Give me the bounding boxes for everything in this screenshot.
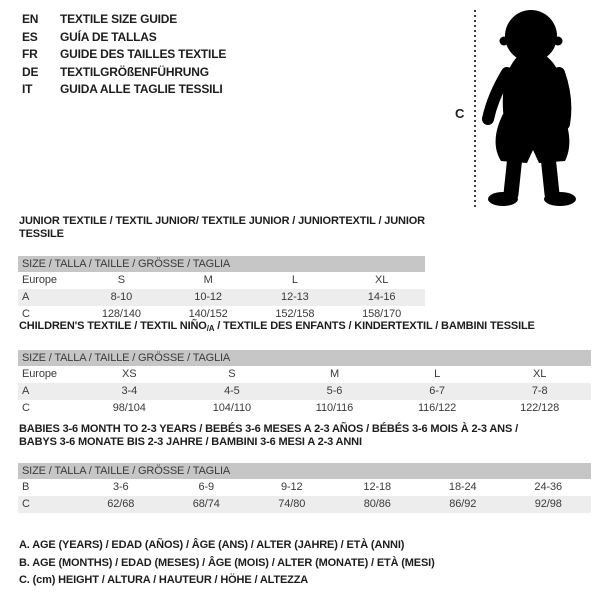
language-code: IT (22, 82, 33, 96)
row-label: C (22, 308, 30, 320)
age-cell: 8-10 (110, 291, 133, 303)
language-title: TEXTILE SIZE GUIDE (60, 12, 178, 26)
age-cell: 10-12 (194, 291, 222, 303)
legend-line-c: C. (cm) HEIGHT / ALTURA / HAUTEUR / HÖHE… (19, 574, 309, 586)
height-cell: 128/140 (101, 308, 141, 320)
size-cell: L (434, 368, 441, 380)
height-cell: 140/152 (188, 308, 228, 320)
language-code: EN (22, 12, 39, 26)
table-row-age-months: B 3-6 6-9 9-12 12-18 18-24 24-36 (18, 479, 591, 496)
height-cell: 152/158 (275, 308, 315, 320)
height-cell: 86/92 (449, 498, 477, 510)
title-line-2: BABYS 3-6 MONATE BIS 2-3 JAHRE / BAMBINI… (19, 436, 362, 448)
height-cell: 116/122 (417, 402, 457, 414)
measurement-legend: A. AGE (YEARS) / EDAD (AÑOS) / ÂGE (ANS)… (19, 537, 435, 590)
section-junior-textile: JUNIOR TEXTILE / TEXTIL JUNIOR/ TEXTILE … (18, 215, 425, 323)
title-part: CHILDREN'S TEXTILE / TEXTIL NIÑO (19, 320, 207, 332)
age-cell: 4-5 (224, 385, 240, 397)
row-label: A (22, 385, 30, 397)
row-label: C (22, 498, 30, 510)
age-cell: 12-13 (281, 291, 309, 303)
height-cell: 68/74 (192, 498, 220, 510)
row-label: B (22, 481, 30, 493)
table-row-height: C 98/104 104/110 110/116 116/122 122/128 (18, 400, 591, 417)
height-cell: 158/170 (362, 308, 402, 320)
table-row-europe: Europe S M L XL (18, 272, 425, 289)
language-title: GUÍA DE TALLAS (60, 29, 157, 44)
language-row-de: DE TEXTILGRÖßENFÜHRUNG (22, 64, 226, 82)
height-measure-dotted-line (474, 10, 476, 207)
table-row-europe: Europe XS S M L XL (18, 366, 591, 383)
height-cell: 74/80 (278, 498, 306, 510)
size-cell: XL (533, 368, 547, 380)
size-cell: S (117, 274, 125, 286)
title-subscript: /A (206, 324, 215, 333)
title-line-1: BABIES 3-6 MONTH TO 2-3 YEARS / BEBÉS 3-… (19, 423, 518, 435)
height-measure-label: C (455, 106, 465, 121)
size-cell: XS (122, 368, 137, 380)
language-title: TEXTILGRÖßENFÜHRUNG (60, 64, 209, 79)
age-cell: 9-12 (280, 481, 303, 493)
section-title: JUNIOR TEXTILE / TEXTIL JUNIOR/ TEXTILE … (19, 215, 425, 240)
age-cell: 3-4 (121, 385, 138, 397)
age-cell: 18-24 (448, 481, 477, 493)
row-label: A (22, 291, 30, 303)
language-code: DE (22, 64, 39, 79)
language-row-fr: FR GUIDE DES TAILLES TEXTILE (22, 46, 226, 64)
language-code: ES (22, 29, 38, 44)
age-cell: 12-18 (363, 481, 392, 493)
age-cell: 24-36 (534, 481, 563, 493)
size-cell: M (329, 368, 340, 380)
language-row-en: EN TEXTILE SIZE GUIDE (22, 11, 226, 29)
height-cell: 92/98 (534, 498, 562, 510)
age-cell: 14-16 (367, 291, 396, 303)
height-cell: 80/86 (363, 498, 391, 510)
language-row-it: IT GUIDA ALLE TAGLIE TESSILI (22, 81, 226, 99)
language-title: GUIDE DES TAILLES TEXTILE (60, 47, 227, 61)
section-title: CHILDREN'S TEXTILE / TEXTIL NIÑO/A / TEX… (19, 320, 591, 335)
row-label: Europe (22, 368, 57, 380)
size-cell: S (228, 368, 236, 380)
height-cell: 110/116 (315, 402, 354, 414)
size-header-bar: SIZE / TALLA / TAILLE / GRÖSSE / TAGLIA (18, 256, 425, 272)
title-part: / TEXTILE DES ENFANTS / KINDERTEXTIL / B… (214, 320, 535, 332)
row-label: Europe (22, 274, 57, 286)
size-cell: L (291, 274, 298, 286)
height-cell: 122/128 (520, 402, 560, 414)
age-cell: 6-9 (198, 481, 215, 493)
size-cell: XL (374, 274, 389, 286)
size-cell: M (203, 274, 213, 286)
legend-line-b: B. AGE (MONTHS) / EDAD (MESES) / ÂGE (MO… (19, 556, 435, 569)
age-cell: 3-6 (112, 481, 129, 493)
section-title: BABIES 3-6 MONTH TO 2-3 YEARS / BEBÉS 3-… (19, 423, 591, 449)
size-header-bar: SIZE / TALLA / TAILLE / GRÖSSE / TAGLIA (18, 463, 591, 479)
table-row-age: A 8-10 10-12 12-13 14-16 (18, 289, 425, 306)
height-cell: 62/68 (107, 498, 135, 510)
legend-line-a: A. AGE (YEARS) / EDAD (AÑOS) / ÂGE (ANS)… (19, 539, 405, 551)
table-row-height: C 62/68 68/74 74/80 80/86 86/92 92/98 (18, 496, 591, 513)
language-code: FR (22, 47, 38, 61)
age-cell: 5-6 (326, 385, 343, 397)
section-childrens-textile: CHILDREN'S TEXTILE / TEXTIL NIÑO/A / TEX… (18, 320, 591, 417)
language-title: GUIDA ALLE TAGLIE TESSILI (60, 82, 223, 96)
row-label: C (22, 402, 30, 414)
age-cell: 6-7 (429, 385, 445, 397)
height-cell: 98/104 (112, 402, 146, 414)
table-row-age: A 3-4 4-5 5-6 6-7 7-8 (18, 383, 591, 400)
baby-silhouette-icon (482, 10, 576, 206)
table-row-height: C 128/140 140/152 152/158 158/170 (18, 306, 425, 323)
language-title-list: EN TEXTILE SIZE GUIDE ES GUÍA DE TALLAS … (22, 11, 226, 99)
language-row-es: ES GUÍA DE TALLAS (22, 29, 226, 47)
size-header-bar: SIZE / TALLA / TAILLE / GRÖSSE / TAGLIA (18, 350, 591, 366)
section-babies-textile: BABIES 3-6 MONTH TO 2-3 YEARS / BEBÉS 3-… (18, 423, 591, 513)
height-cell: 104/110 (212, 402, 252, 414)
age-cell: 7-8 (531, 385, 548, 397)
